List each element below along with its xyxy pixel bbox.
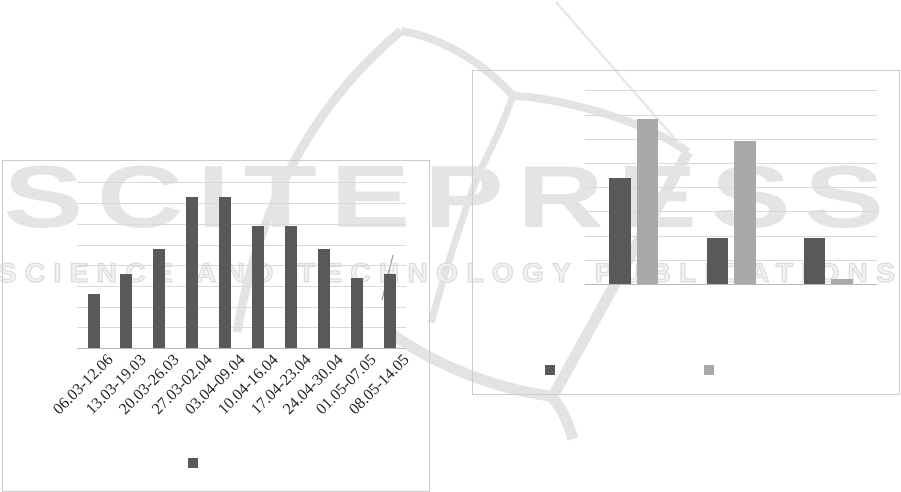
bar-series-2 xyxy=(734,141,756,284)
grouped-bar-chart xyxy=(472,70,900,395)
legend-swatch xyxy=(545,365,555,375)
gridline xyxy=(77,244,406,246)
gridline xyxy=(585,211,877,213)
bar-series-1 xyxy=(284,225,297,348)
bar-series-1 xyxy=(251,225,264,348)
gridline xyxy=(585,138,877,140)
bar-series-1 xyxy=(186,196,199,348)
gridline xyxy=(77,223,406,225)
x-axis-line xyxy=(77,348,406,349)
bar-series-1 xyxy=(609,177,631,284)
gridline xyxy=(585,114,877,116)
bar-series-1 xyxy=(120,273,133,348)
bar-series-1 xyxy=(219,196,231,348)
annotation-line xyxy=(381,254,394,301)
bar-series-1 xyxy=(153,248,166,348)
bar-series-1 xyxy=(383,273,396,348)
weekly-bar-chart: 06.03-12.06 13.03-19.03 20.03-26.03 27.03-0… xyxy=(2,160,430,492)
legend-swatch xyxy=(704,365,714,375)
gridline xyxy=(585,90,877,92)
bar-series-1 xyxy=(706,238,728,284)
gridline xyxy=(585,163,877,164)
gridline xyxy=(77,182,406,184)
bar-series-1 xyxy=(350,277,363,348)
legend-swatch xyxy=(188,458,198,468)
bar-series-2 xyxy=(831,279,853,284)
gridline xyxy=(77,265,406,267)
gridline xyxy=(585,259,877,261)
x-axis-line xyxy=(585,284,877,285)
bar-series-1 xyxy=(317,248,330,348)
bar-series-1 xyxy=(803,238,826,284)
bar-series-1 xyxy=(87,294,100,348)
gridline xyxy=(77,203,406,205)
gridline xyxy=(585,187,877,189)
bar-series-2 xyxy=(636,119,659,284)
gridline xyxy=(585,235,877,237)
